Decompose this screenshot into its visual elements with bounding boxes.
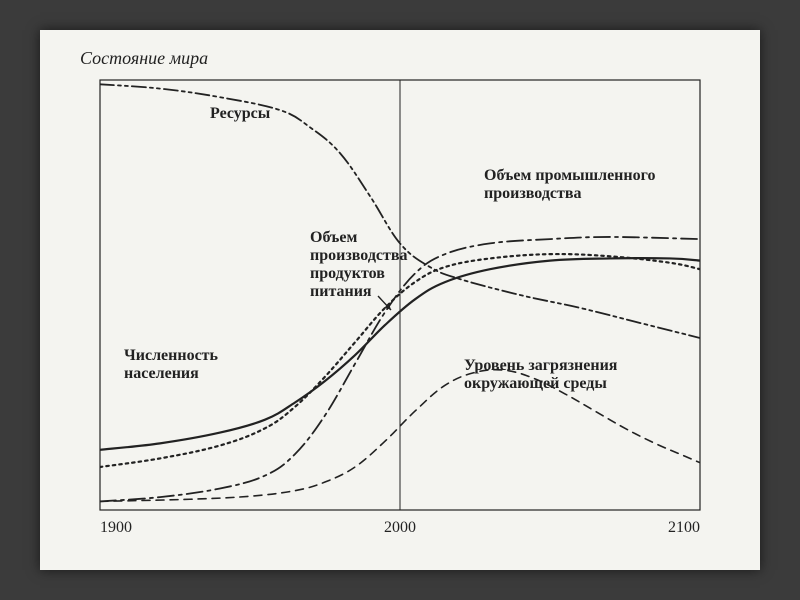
- x-tick-label: 1900: [100, 519, 132, 536]
- label-pollution: Уровень загрязненияокружающей среды: [464, 357, 618, 392]
- chart-axes: [100, 80, 700, 510]
- chart-paper: Состояние мира Ресурсы Объем промышленног…: [40, 30, 760, 570]
- x-tick-label: 2000: [384, 519, 416, 536]
- x-tick-label: 2100: [668, 519, 700, 536]
- label-industrial_output: Объем промышленногопроизводства: [484, 167, 655, 202]
- x-axis-ticks: 1900 2000 2100: [100, 519, 700, 536]
- chart-series-labels: Ресурсы Объем промышленногопроизводства Об…: [124, 105, 655, 392]
- label-resources: Ресурсы: [210, 105, 271, 122]
- world-state-chart: Состояние мира Ресурсы Объем промышленног…: [40, 30, 760, 570]
- label-food_production: Объемпроизводствапродуктовпитания: [310, 229, 408, 300]
- label-population: Численностьнаселения: [124, 347, 219, 382]
- chart-title: Состояние мира: [80, 48, 208, 68]
- slide-background: Состояние мира Ресурсы Объем промышленног…: [0, 0, 800, 600]
